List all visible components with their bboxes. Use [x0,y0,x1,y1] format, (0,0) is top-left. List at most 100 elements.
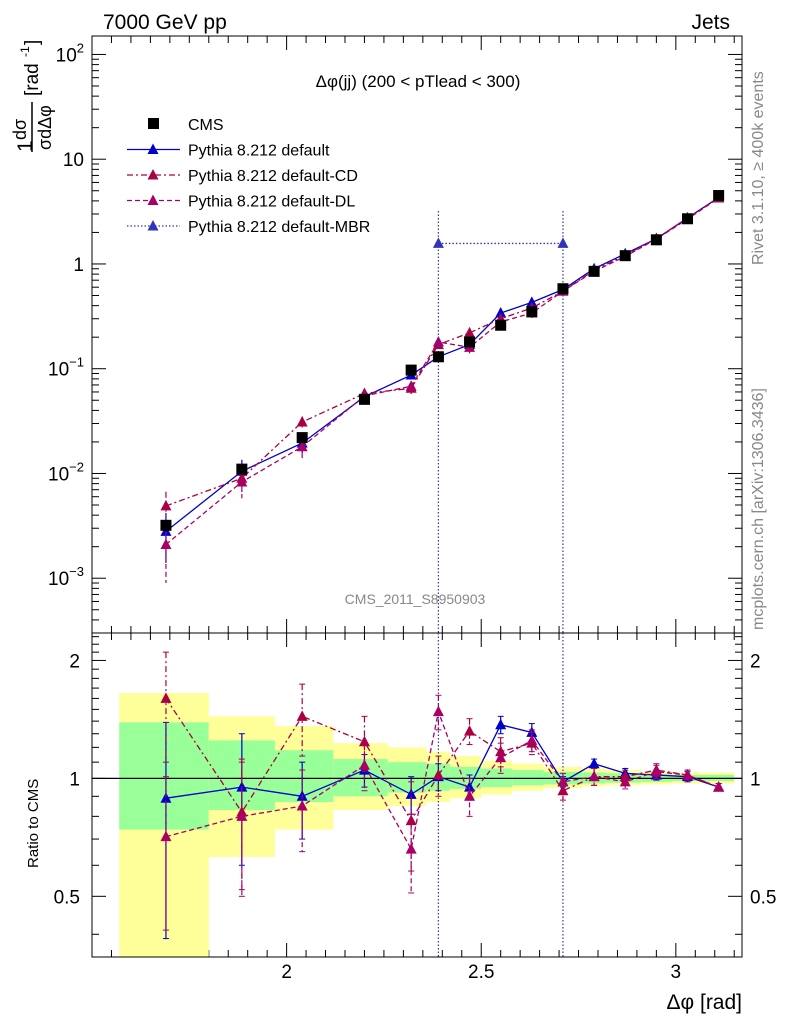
legend-label: Pythia 8.212 default-CD [188,168,358,185]
cms-data-point [296,432,308,444]
ratio-series-marker [557,775,569,787]
ratio-y-tick-label: 0.5 [54,887,80,908]
ratio-series-marker [713,781,725,792]
legend-marker [147,169,159,180]
y-label-frac-bottom: σdΔφ [35,105,55,150]
green-band [119,722,209,830]
legend: CMS Pythia 8.212 default Pythia 8.212 defa… [127,117,370,236]
ratio-series-marker [619,775,631,787]
ratio-series-marker [405,788,417,799]
legend-label: Pythia 8.212 default [188,143,330,160]
x-axis-label: Δφ [rad] [667,991,743,1014]
ratio-series-marker [358,759,370,770]
ratio-series-marker [296,800,308,811]
y-label-unit: [rad [22,63,43,96]
ratio-series-line [165,698,719,822]
cms-data-point [236,463,248,475]
series-marker [526,296,538,307]
ratio-y-tick-label: 1 [69,769,80,790]
cms-data-point [358,393,370,405]
ratio-y-axis-label: Ratio to CMS [25,779,42,868]
y-label-frac-top: dσ [10,119,30,140]
ratio-series-marker [526,734,538,745]
cms-data-point [160,519,172,531]
cms-data-point [557,283,569,295]
cms-data-point [588,265,600,277]
ratio-series-layer [160,651,725,940]
x-tick-label: 3 [671,962,682,983]
x-tick-label: 2.5 [468,962,494,983]
ratio-axis-ticks: 2 2.5 3 0.5 0.5 1 1 2 2 [54,633,776,983]
cms-data-point [464,336,476,348]
legend-label: CMS [188,117,224,134]
ratio-uncertainty-bands [92,693,742,957]
ratio-series-marker [588,757,600,769]
main-y-axis-label: 1 dσ σdΔφ [rad -1 ] [10,40,55,152]
ratio-y-tick-label: 1 [750,769,761,790]
plot-title: Δφ(jj) (200 < pTlead < 300) [316,72,521,91]
rivet-version-label: Rivet 3.1.10, ≥ 400k events [750,71,767,265]
main-axis-ticks: 10−3 10−2 10−1 1 10 102 [48,36,742,634]
ratio-series-marker [588,770,600,782]
source-label: mcplots.cern.ch [arXiv:1306.3436] [750,388,767,630]
ratio-series-marker [495,751,507,763]
ratio-plot-frame [91,632,743,958]
y-tick-label: 102 [56,40,84,66]
ratio-series-marker [464,790,476,801]
cms-data-point [713,190,725,202]
category-label: Jets [691,11,730,34]
ratio-series-marker [650,765,662,777]
ratio-series-marker [160,830,172,842]
ratio-series-marker [405,814,417,826]
cms-data-point [432,351,444,363]
legend-label: Pythia 8.212 default-DL [188,194,355,211]
y-tick-label: 10−2 [48,459,84,485]
series-marker [495,307,507,318]
y-tick-label: 10 [63,150,84,171]
y-tick-label: 10−3 [48,564,84,590]
cms-data-point [619,250,631,262]
ratio-series-marker [495,718,507,730]
cms-data-point [526,306,538,318]
series-marker [405,380,417,391]
ratio-series-marker [682,769,694,780]
y-label-unit-close: ] [22,40,43,45]
analysis-label: CMS_2011_S8950903 [345,591,486,607]
y-label-prefix: 1 [14,140,37,152]
ratio-series-line [165,709,719,851]
series-marker [557,237,569,248]
series-marker [432,237,444,248]
ratio-y-tick-label: 0.5 [750,887,776,908]
series-marker [160,499,172,511]
ratio-y-tick-label: 2 [69,651,80,672]
cms-data-point [682,213,694,225]
legend-label: Pythia 8.212 default-MBR [188,219,370,236]
cms-data-point [405,364,417,376]
ratio-series-marker [160,692,172,703]
ratio-series-marker [405,843,417,854]
series-marker [464,326,476,338]
y-tick-label: 1 [73,255,84,276]
energy-label: 7000 GeV pp [103,11,227,34]
legend-marker-cms [148,118,159,129]
ratio-series-marker [495,745,507,757]
green-band [387,762,427,793]
legend-marker [147,143,159,154]
y-label-unit-exponent: -1 [18,46,32,57]
series-marker [296,415,308,427]
green-band [512,770,544,786]
y-tick-label: 10−1 [48,355,84,381]
legend-marker [147,194,159,205]
ratio-series-marker [236,810,248,821]
cms-data-point [495,319,507,331]
series-marker [160,538,172,549]
legend-marker [147,220,159,231]
ratio-series-marker [464,725,476,736]
ratio-series-marker [296,710,308,721]
ratio-frame-rect [91,632,743,958]
series-marker [296,440,308,452]
series-marker [236,475,248,487]
x-tick-label: 2 [281,962,292,983]
ratio-series-marker [432,769,444,780]
